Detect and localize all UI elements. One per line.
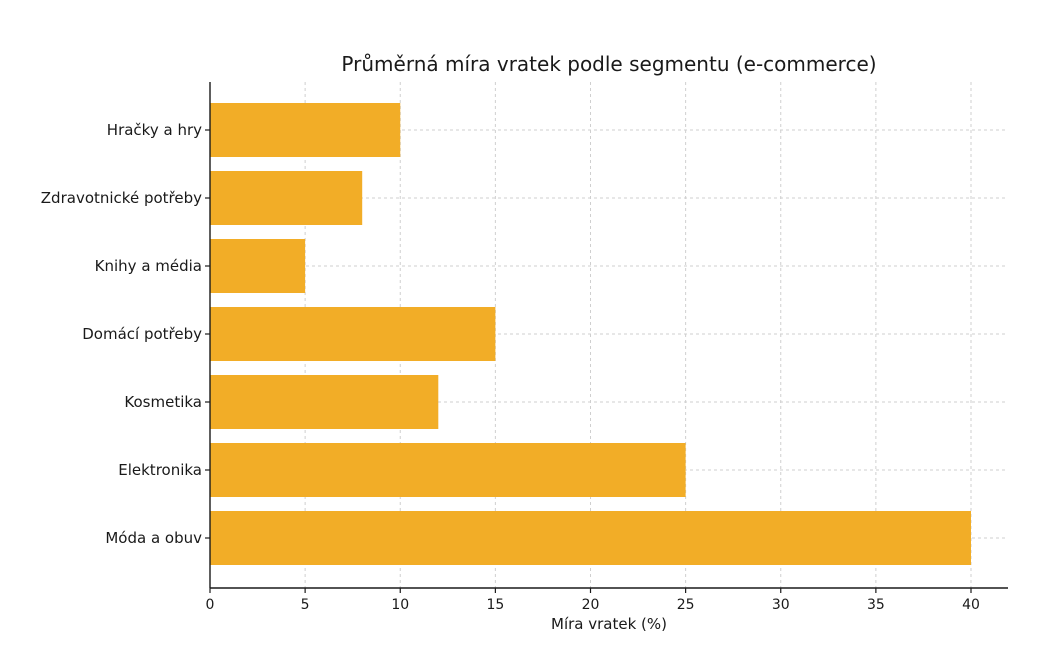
y-tick-label: Knihy a média [95,257,202,275]
bar [210,171,363,225]
bar [210,103,401,157]
x-tick-label: 35 [867,597,885,613]
bars [210,103,971,565]
y-tick-label: Zdravotnické potřeby [41,189,202,207]
y-tick-label: Hračky a hry [107,121,202,139]
bar [210,239,306,293]
x-tick-label: 5 [301,597,310,613]
x-tick-label: 40 [962,597,980,613]
x-tick-label: 20 [582,597,600,613]
y-tick-label: Kosmetika [124,393,202,411]
x-tick-label: 0 [206,597,215,613]
y-tick-label: Elektronika [118,461,202,479]
y-tick-label: Domácí potřeby [82,325,202,343]
x-tick-label: 15 [486,597,504,613]
x-tick-label: 25 [677,597,695,613]
bar [210,375,439,429]
y-tick-label: Móda a obuv [105,529,202,547]
y-axis-ticks: Hračky a hry Zdravotnické potřeby Knihy a … [41,121,210,547]
bar [210,511,971,565]
x-axis-label: Míra vratek (%) [551,615,667,633]
bar [210,443,686,497]
chart-title: Průměrná míra vratek podle segmentu (e-c… [341,52,876,76]
axes [209,82,1008,589]
x-tick-label: 10 [391,597,409,613]
bar [210,307,496,361]
x-axis-ticks: 0 5 10 15 20 25 30 35 40 [206,588,980,613]
x-tick-label: 30 [772,597,790,613]
